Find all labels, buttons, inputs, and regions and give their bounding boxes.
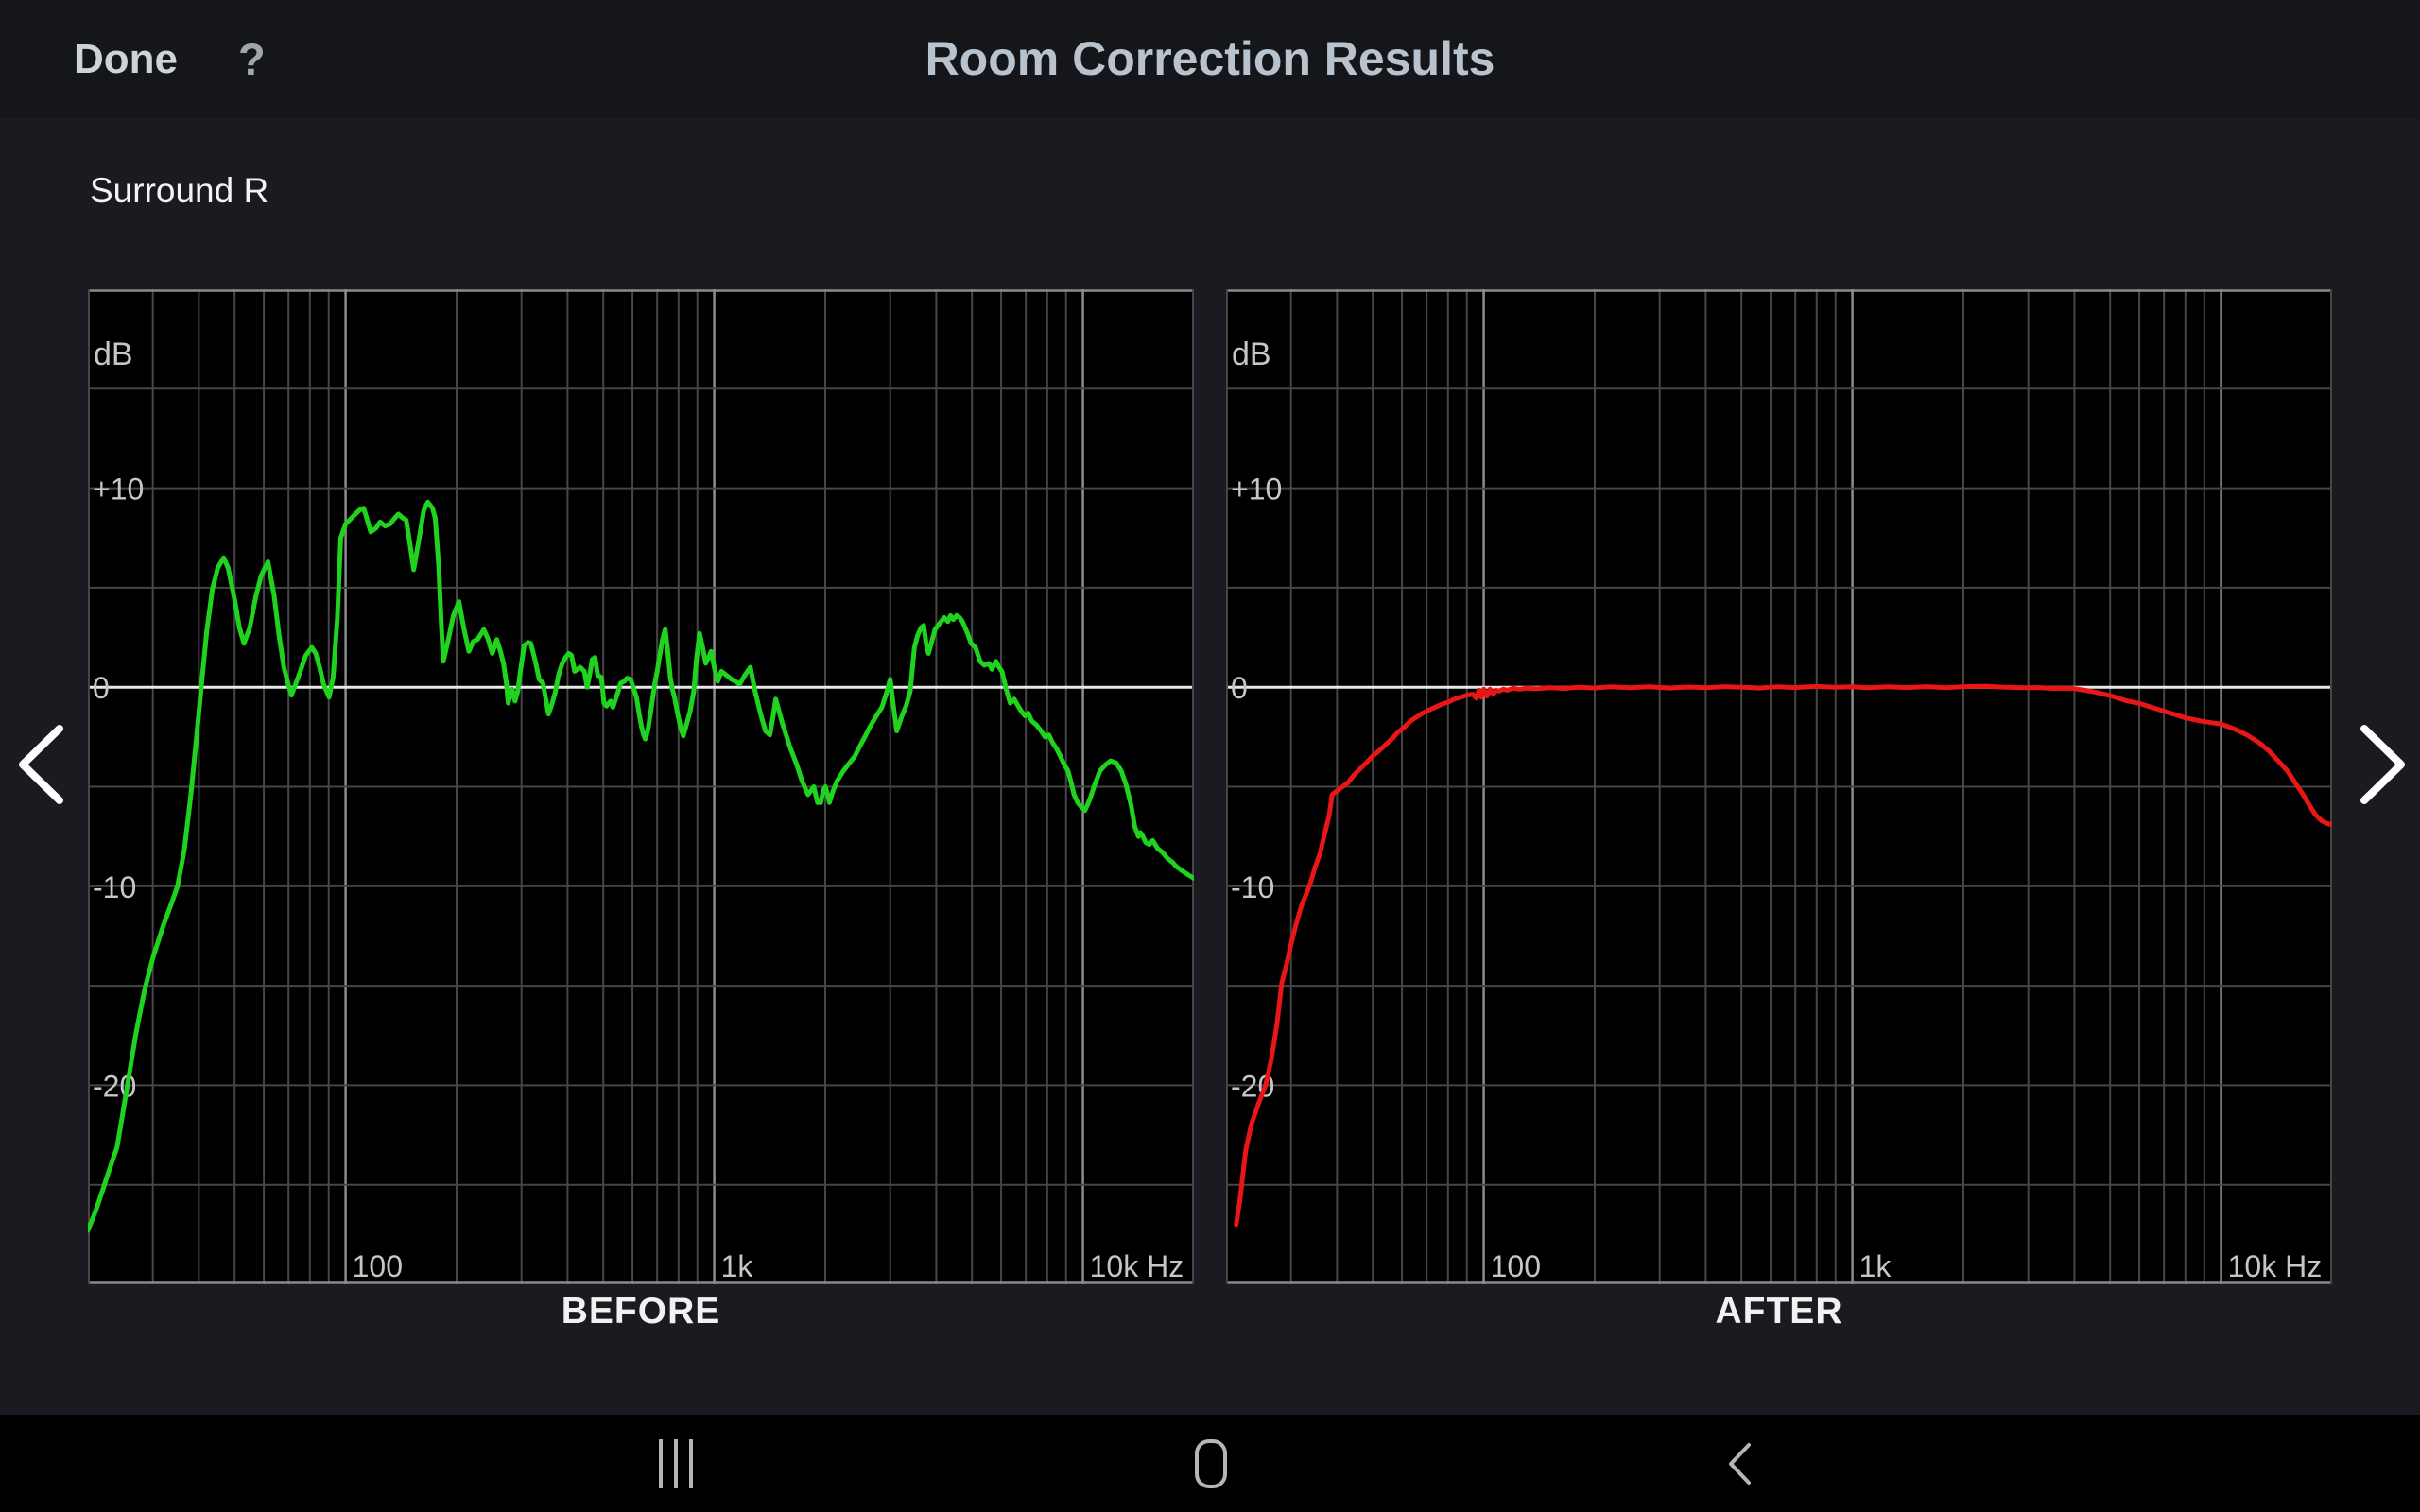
before-frequency-response-chart: dB +10 0 -10 -20 100 1k 10k Hz bbox=[88, 289, 1194, 1284]
y-tick-label: 0 bbox=[93, 671, 110, 705]
prev-speaker-button[interactable] bbox=[8, 718, 74, 813]
x-tick-label: 1k bbox=[1859, 1249, 1893, 1283]
android-nav-bar bbox=[0, 1415, 2420, 1512]
y-axis-unit-label: dB bbox=[1232, 336, 1271, 372]
x-tick-label: 100 bbox=[1491, 1249, 1541, 1283]
x-tick-label: 100 bbox=[353, 1249, 403, 1283]
back-icon bbox=[1729, 1442, 1751, 1485]
back-button[interactable] bbox=[1683, 1415, 1796, 1512]
chevron-left-icon bbox=[19, 724, 63, 804]
x-tick-label: 10k Hz bbox=[2228, 1249, 2323, 1283]
recents-button[interactable] bbox=[619, 1415, 733, 1512]
y-tick-label: +10 bbox=[93, 472, 144, 507]
recents-icon bbox=[659, 1438, 693, 1488]
after-curve bbox=[1234, 683, 2332, 1228]
y-tick-label: 0 bbox=[1231, 671, 1248, 705]
x-tick-label: 10k Hz bbox=[1090, 1249, 1184, 1283]
next-speaker-button[interactable] bbox=[2350, 718, 2416, 813]
chevron-right-icon bbox=[2360, 724, 2405, 804]
before-caption: BEFORE bbox=[561, 1291, 721, 1332]
y-tick-label: -10 bbox=[93, 870, 136, 904]
done-button[interactable]: Done bbox=[74, 0, 178, 118]
top-bar: Done ? Room Correction Results bbox=[0, 0, 2420, 118]
y-axis-unit-label: dB bbox=[94, 336, 133, 372]
before-curve bbox=[88, 499, 1194, 1233]
x-tick-label: 1k bbox=[721, 1249, 754, 1283]
after-caption: AFTER bbox=[1715, 1291, 1843, 1332]
y-tick-label: +10 bbox=[1231, 472, 1282, 507]
home-button[interactable] bbox=[1154, 1415, 1268, 1512]
y-tick-label: -10 bbox=[1231, 870, 1274, 904]
page-title: Room Correction Results bbox=[925, 32, 1495, 85]
home-icon bbox=[1195, 1438, 1227, 1488]
after-frequency-response-chart: dB +10 0 -10 -20 100 1k 10k Hz bbox=[1226, 289, 2332, 1284]
help-button[interactable]: ? bbox=[238, 0, 266, 118]
speaker-label: Surround R bbox=[90, 171, 269, 210]
